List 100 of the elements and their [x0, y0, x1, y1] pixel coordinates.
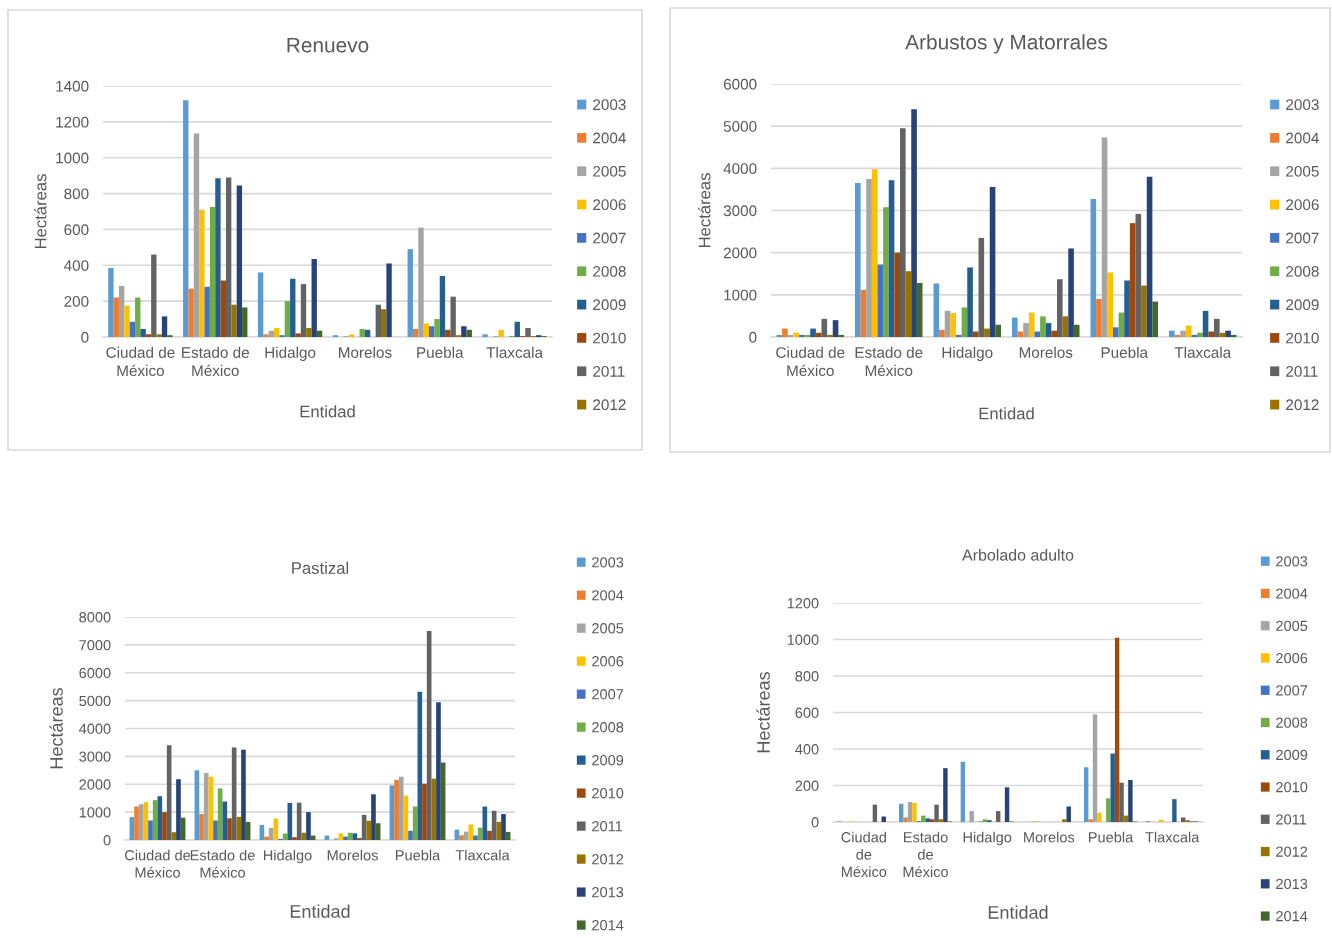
bar: [939, 329, 945, 337]
y-tick-label: 8000: [79, 612, 111, 623]
bar: [907, 801, 913, 822]
x-tick-label: Puebla: [395, 849, 441, 861]
bar: [352, 833, 358, 840]
legend-label: 2013: [592, 887, 624, 898]
legend-label: 2008: [593, 265, 626, 277]
bar: [227, 818, 232, 840]
bar: [348, 334, 355, 337]
legend-label: 2008: [1286, 265, 1319, 277]
bar: [929, 819, 935, 822]
x-tick-label: Ciudad de México: [106, 346, 175, 377]
legend-label: 2011: [1276, 814, 1307, 825]
bar: [1124, 280, 1130, 337]
legend-label: 2007: [592, 689, 624, 700]
x-tick-label: Hidalgo: [263, 849, 312, 864]
y-tick-label: 4000: [79, 723, 111, 734]
y-tick-label: 5000: [79, 695, 111, 707]
bar: [1097, 812, 1102, 822]
bar: [793, 332, 799, 337]
bar: [477, 827, 483, 840]
y-tick-label: 800: [795, 671, 819, 682]
bar: [292, 837, 297, 840]
bar: [1169, 330, 1175, 337]
bar: [1045, 323, 1052, 337]
bar: [188, 288, 194, 337]
bar: [1040, 316, 1046, 337]
legend-label: 2003: [1286, 99, 1319, 111]
bar: [129, 321, 136, 337]
legend-label: 2007: [593, 232, 626, 244]
bar: [231, 304, 237, 337]
legend-label: 2003: [1276, 556, 1308, 567]
bar: [306, 328, 312, 337]
legend-label: 2011: [592, 821, 623, 832]
legend-label: 2004: [1286, 132, 1319, 144]
bar: [1068, 248, 1074, 337]
x-tick-label: Tlaxcala: [455, 849, 510, 861]
bar: [439, 276, 446, 337]
bar: [1114, 637, 1120, 822]
bar: [883, 207, 889, 337]
bar: [960, 761, 966, 822]
bar: [423, 323, 430, 337]
bar: [1088, 819, 1093, 822]
bar: [1181, 817, 1186, 822]
x-tick-label: Morelos: [339, 346, 392, 358]
bar: [1090, 199, 1097, 337]
y-tick-label: 800: [64, 188, 89, 200]
legend-label: 2012: [1286, 399, 1319, 411]
bar: [412, 806, 418, 840]
bar: [1004, 787, 1010, 822]
bar: [359, 328, 365, 337]
legend-label: 2010: [593, 332, 626, 344]
bar: [961, 307, 968, 337]
bar: [217, 788, 223, 840]
y-tick-label: 400: [795, 744, 819, 755]
bar: [1066, 806, 1071, 822]
bar: [118, 285, 125, 337]
bar: [1119, 782, 1124, 822]
bar: [855, 183, 861, 337]
bar: [108, 267, 114, 337]
legend-label: 2005: [1286, 165, 1319, 177]
bar: [866, 178, 872, 337]
y-tick-label: 200: [795, 780, 819, 791]
bar: [1073, 324, 1080, 337]
legend-label: 2004: [592, 590, 624, 601]
legend-label: 2010: [1276, 781, 1308, 793]
bar: [877, 264, 884, 337]
chart-title: Pastizal: [292, 561, 349, 574]
x-tick-label: Estado de México: [182, 346, 249, 377]
bar: [984, 328, 990, 337]
x-tick-label: Morelos: [1019, 346, 1073, 358]
bar: [203, 773, 209, 840]
legend-label: 2009: [593, 299, 626, 311]
y-tick-label: 5000: [723, 121, 757, 132]
y-tick-label: 1000: [724, 289, 757, 301]
x-tick-label: Estado de México: [190, 849, 255, 878]
bar: [135, 297, 141, 337]
bar: [306, 812, 311, 840]
bar: [113, 297, 119, 337]
bar: [236, 816, 242, 840]
bar: [894, 252, 900, 337]
y-tick-label: 0: [811, 817, 819, 828]
bar: [969, 811, 974, 822]
y-tick-label: 7000: [79, 639, 111, 651]
y-tick-label: 3000: [79, 751, 111, 762]
y-tick-label: 0: [81, 331, 89, 343]
bar: [412, 328, 419, 337]
bar: [257, 272, 264, 337]
legend-label: 2014: [1276, 911, 1308, 922]
chart-title: Arbolado adulto: [962, 549, 1074, 561]
legend-label: 2009: [1276, 749, 1308, 761]
bar: [525, 328, 531, 337]
bar: [386, 263, 392, 337]
bar: [1034, 331, 1041, 337]
bar: [381, 309, 387, 337]
bar: [1096, 299, 1102, 337]
bar: [956, 334, 962, 337]
bar: [148, 820, 153, 840]
chart-title: Renuevo: [287, 37, 369, 53]
bar: [241, 749, 246, 840]
